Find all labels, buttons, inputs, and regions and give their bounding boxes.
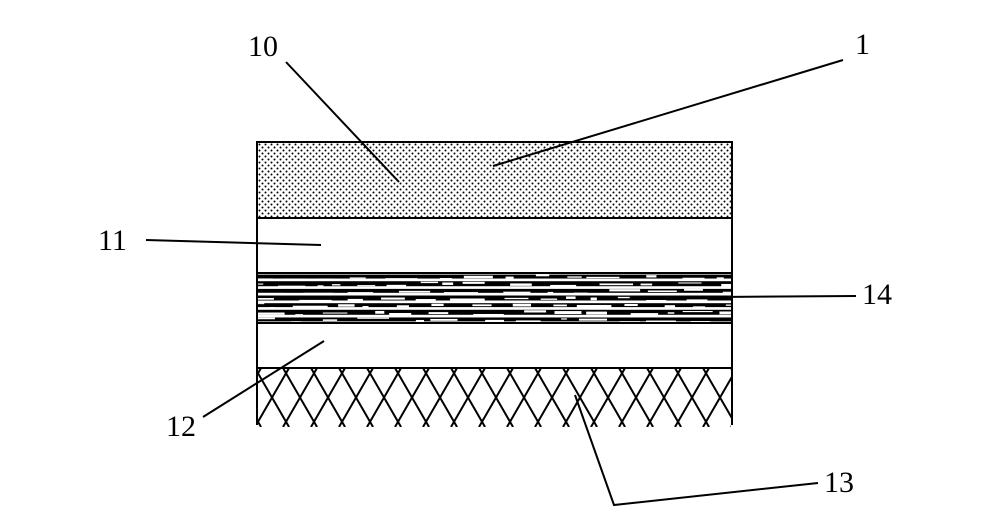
separator [258,367,731,369]
separator [258,272,731,274]
label-12: 12 [166,412,196,442]
separator [258,217,731,219]
label-13: 13 [824,468,854,498]
layer-L11 [258,218,731,273]
layer-L12 [258,323,731,368]
leader-14 [717,296,856,297]
layer-L10 [258,143,731,218]
label-14: 14 [862,280,892,310]
figure-stage: 1 10 11 14 12 13 [0,0,1000,523]
label-1: 1 [855,30,870,60]
separator [258,322,731,324]
label-10: 10 [248,32,278,62]
cross-section-block [256,141,733,425]
label-11: 11 [98,226,127,256]
layer-L14 [258,273,731,323]
layer-L13 [258,368,731,427]
